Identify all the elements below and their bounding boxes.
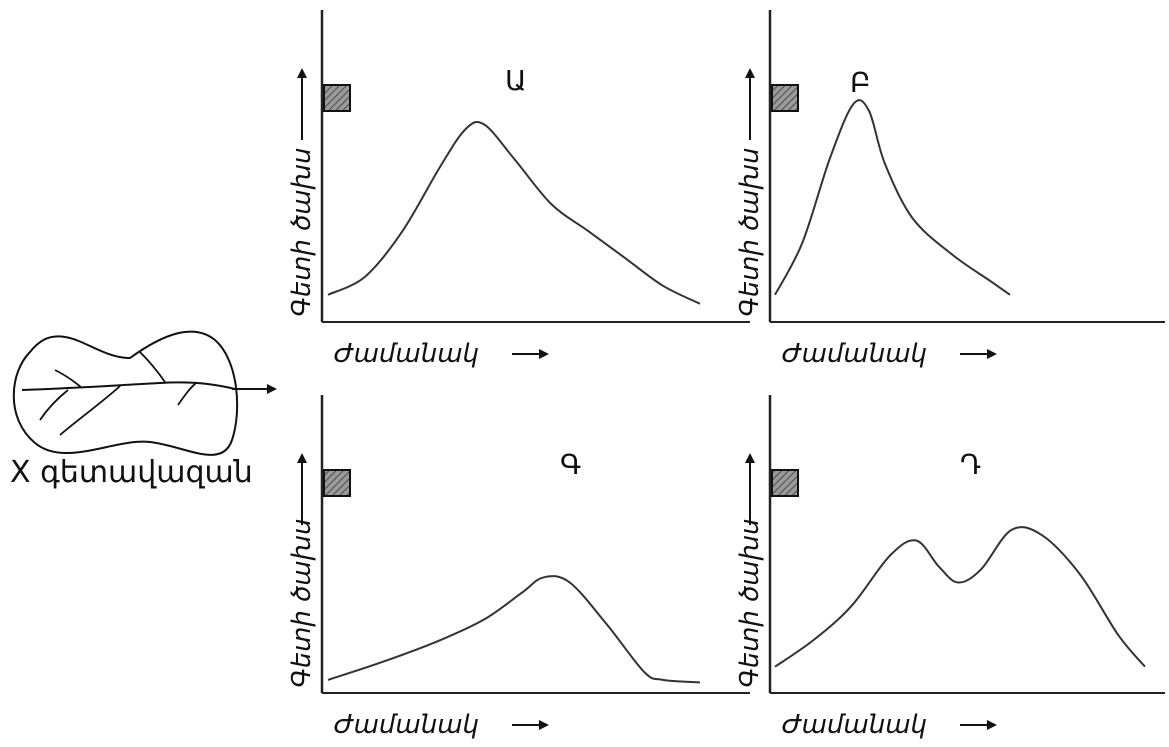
river-basin: X գետավազան <box>10 330 277 490</box>
rainfall-marker <box>771 469 799 497</box>
hydrograph-panel-3: Գ Գետի ծախս Ժամանակ <box>287 395 750 740</box>
panel-title: Բ <box>850 66 871 99</box>
x-axis-label: Ժամանակ <box>782 710 927 740</box>
basin-outline <box>12 330 239 456</box>
tributary-4 <box>139 351 166 383</box>
hydrograph-panels: Ա Գետի ծախս Ժամանակ Բ Գետի ծախս Ժամանակ Գ Գետի … <box>287 10 1165 740</box>
rainfall-marker <box>771 84 799 112</box>
y-axis-label: Գետի ծախս <box>287 518 317 688</box>
x-axis-label: Ժամանակ <box>334 710 479 740</box>
rainfall-marker <box>323 469 351 497</box>
tributary-2 <box>39 389 69 421</box>
hydrograph-curve <box>327 120 701 305</box>
rainfall-marker <box>323 84 351 112</box>
basin-label: X գետավազան <box>10 455 253 490</box>
tributary-5 <box>177 382 197 406</box>
y-axis-label: Գետի ծախս <box>735 147 765 317</box>
hydrograph-curve <box>774 526 1146 668</box>
x-axis-label: Ժամանակ <box>782 339 927 369</box>
y-axis-label: Գետի ծախս <box>287 147 317 317</box>
tributary-3 <box>59 385 121 436</box>
main-river <box>21 381 236 391</box>
tributary-1 <box>54 369 83 389</box>
panel-title: Ա <box>505 64 526 97</box>
hydrograph-panel-1: Ա Գետի ծախս Ժամանակ <box>287 10 750 369</box>
hydrograph-curve <box>774 99 1011 296</box>
y-axis-label: Գետի ծախս <box>735 518 765 688</box>
panel-title: Դ <box>960 448 981 481</box>
panel-title: Գ <box>560 448 581 481</box>
hydrograph-panel-4: Դ Գետի ծախս Ժամանակ <box>735 395 1165 740</box>
x-axis-label: Ժամանակ <box>334 339 479 369</box>
hydrograph-curve <box>327 575 701 684</box>
hydrograph-panel-2: Բ Գետի ծախս Ժամանակ <box>735 10 1165 369</box>
